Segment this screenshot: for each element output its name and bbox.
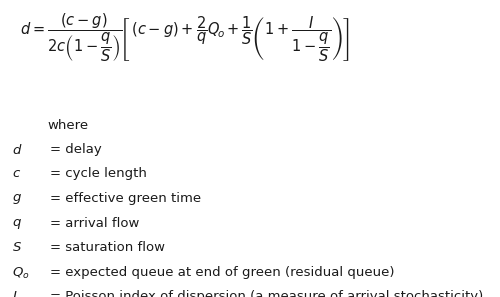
Text: $Q_o$: $Q_o$ (12, 266, 30, 281)
Text: = cycle length: = cycle length (50, 167, 147, 180)
Text: = saturation flow: = saturation flow (50, 241, 165, 254)
Text: = delay: = delay (50, 143, 102, 156)
Text: where: where (48, 119, 88, 132)
Text: = Poisson index of dispersion (a measure of arrival stochasticity): = Poisson index of dispersion (a measure… (50, 290, 483, 297)
Text: $S$: $S$ (12, 241, 22, 254)
Text: $I$: $I$ (12, 290, 18, 297)
Text: = expected queue at end of green (residual queue): = expected queue at end of green (residu… (50, 266, 394, 279)
Text: $c$: $c$ (12, 167, 22, 180)
Text: = effective green time: = effective green time (50, 192, 201, 205)
Text: $q$: $q$ (12, 217, 22, 230)
Text: $d$: $d$ (12, 143, 23, 157)
Text: $d = \dfrac{(c-g)}{2c\left(1-\dfrac{q}{S}\right)}\!\left[\,(c-g)+\dfrac{2}{q}Q_{: $d = \dfrac{(c-g)}{2c\left(1-\dfrac{q}{S… (20, 12, 350, 64)
Text: $g$: $g$ (12, 192, 22, 206)
Text: = arrival flow: = arrival flow (50, 217, 140, 230)
